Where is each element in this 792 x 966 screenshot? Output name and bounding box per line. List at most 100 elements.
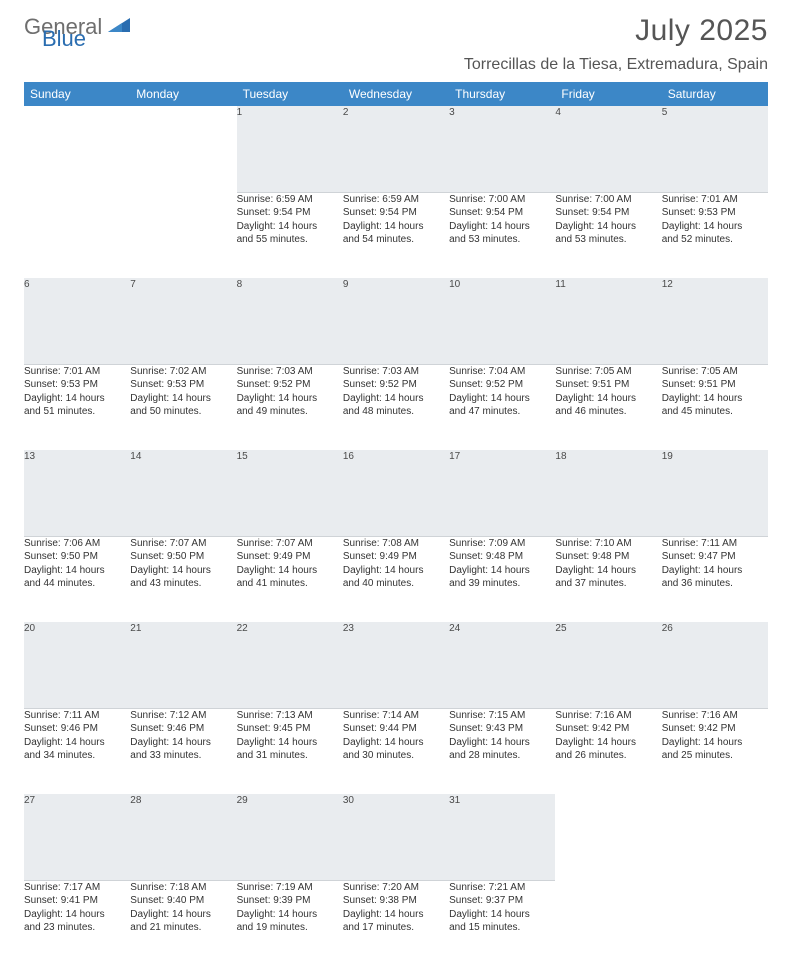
day-content-cell: Sunrise: 7:11 AMSunset: 9:46 PMDaylight:… <box>24 708 130 794</box>
day-day1: Daylight: 14 hours <box>449 908 555 922</box>
day-number-cell <box>130 106 236 192</box>
day-sunset: Sunset: 9:54 PM <box>555 206 661 220</box>
day-number-cell <box>555 794 661 880</box>
day-number-cell: 2 <box>343 106 449 192</box>
day-sunset: Sunset: 9:39 PM <box>237 894 343 908</box>
day-day1: Daylight: 14 hours <box>343 736 449 750</box>
day-day2: and 52 minutes. <box>662 233 768 247</box>
day-number-cell: 17 <box>449 450 555 536</box>
day-sunrise: Sunrise: 7:11 AM <box>662 537 768 551</box>
day-day2: and 40 minutes. <box>343 577 449 591</box>
day-day2: and 50 minutes. <box>130 405 236 419</box>
day-sunrise: Sunrise: 7:07 AM <box>237 537 343 551</box>
day-sunrise: Sunrise: 7:11 AM <box>24 709 130 723</box>
day-content-cell: Sunrise: 7:06 AMSunset: 9:50 PMDaylight:… <box>24 536 130 622</box>
day-day2: and 55 minutes. <box>237 233 343 247</box>
day-sunset: Sunset: 9:45 PM <box>237 722 343 736</box>
day-number-cell: 28 <box>130 794 236 880</box>
day-number-row: 2728293031 <box>24 794 768 880</box>
day-day1: Daylight: 14 hours <box>237 908 343 922</box>
day-day2: and 46 minutes. <box>555 405 661 419</box>
day-content-cell: Sunrise: 7:02 AMSunset: 9:53 PMDaylight:… <box>130 364 236 450</box>
day-number-cell: 14 <box>130 450 236 536</box>
day-sunrise: Sunrise: 7:15 AM <box>449 709 555 723</box>
day-number-cell: 26 <box>662 622 768 708</box>
day-day1: Daylight: 14 hours <box>24 908 130 922</box>
day-day2: and 17 minutes. <box>343 921 449 935</box>
day-content-cell: Sunrise: 7:13 AMSunset: 9:45 PMDaylight:… <box>237 708 343 794</box>
day-number-cell: 8 <box>237 278 343 364</box>
day-day2: and 23 minutes. <box>24 921 130 935</box>
day-day1: Daylight: 14 hours <box>662 392 768 406</box>
day-sunset: Sunset: 9:52 PM <box>343 378 449 392</box>
day-number-cell: 30 <box>343 794 449 880</box>
day-content-cell: Sunrise: 7:16 AMSunset: 9:42 PMDaylight:… <box>555 708 661 794</box>
day-content-cell: Sunrise: 7:12 AMSunset: 9:46 PMDaylight:… <box>130 708 236 794</box>
day-content-cell: Sunrise: 7:19 AMSunset: 9:39 PMDaylight:… <box>237 880 343 966</box>
day-sunrise: Sunrise: 7:02 AM <box>130 365 236 379</box>
day-sunset: Sunset: 9:48 PM <box>555 550 661 564</box>
weekday-header: Wednesday <box>343 82 449 106</box>
location-subtitle: Torrecillas de la Tiesa, Extremadura, Sp… <box>464 56 768 74</box>
weekday-header: Sunday <box>24 82 130 106</box>
day-number-cell: 31 <box>449 794 555 880</box>
day-sunset: Sunset: 9:50 PM <box>24 550 130 564</box>
day-day1: Daylight: 14 hours <box>449 392 555 406</box>
day-number-row: 13141516171819 <box>24 450 768 536</box>
day-day1: Daylight: 14 hours <box>555 564 661 578</box>
day-day2: and 31 minutes. <box>237 749 343 763</box>
day-day1: Daylight: 14 hours <box>130 908 236 922</box>
weekday-header: Thursday <box>449 82 555 106</box>
day-sunrise: Sunrise: 7:20 AM <box>343 881 449 895</box>
day-sunset: Sunset: 9:54 PM <box>237 206 343 220</box>
day-number-row: 20212223242526 <box>24 622 768 708</box>
day-day2: and 49 minutes. <box>237 405 343 419</box>
day-day1: Daylight: 14 hours <box>130 392 236 406</box>
day-content-cell: Sunrise: 7:05 AMSunset: 9:51 PMDaylight:… <box>662 364 768 450</box>
day-sunset: Sunset: 9:52 PM <box>449 378 555 392</box>
day-day1: Daylight: 14 hours <box>662 220 768 234</box>
day-day2: and 39 minutes. <box>449 577 555 591</box>
day-content-cell: Sunrise: 7:05 AMSunset: 9:51 PMDaylight:… <box>555 364 661 450</box>
page-title: July 2025 <box>464 14 768 48</box>
day-sunrise: Sunrise: 7:21 AM <box>449 881 555 895</box>
day-sunrise: Sunrise: 7:09 AM <box>449 537 555 551</box>
day-day1: Daylight: 14 hours <box>237 220 343 234</box>
day-sunset: Sunset: 9:42 PM <box>662 722 768 736</box>
day-day2: and 15 minutes. <box>449 921 555 935</box>
day-day2: and 45 minutes. <box>662 405 768 419</box>
day-day1: Daylight: 14 hours <box>343 908 449 922</box>
day-sunset: Sunset: 9:50 PM <box>130 550 236 564</box>
brand-word-2: Blue <box>42 26 86 51</box>
day-sunset: Sunset: 9:49 PM <box>343 550 449 564</box>
day-day1: Daylight: 14 hours <box>24 564 130 578</box>
day-sunset: Sunset: 9:54 PM <box>449 206 555 220</box>
weekday-header: Friday <box>555 82 661 106</box>
day-sunset: Sunset: 9:54 PM <box>343 206 449 220</box>
day-day2: and 30 minutes. <box>343 749 449 763</box>
day-sunset: Sunset: 9:47 PM <box>662 550 768 564</box>
day-day2: and 33 minutes. <box>130 749 236 763</box>
day-day2: and 48 minutes. <box>343 405 449 419</box>
day-sunrise: Sunrise: 7:17 AM <box>24 881 130 895</box>
weekday-header: Tuesday <box>237 82 343 106</box>
day-day2: and 43 minutes. <box>130 577 236 591</box>
day-number-cell: 22 <box>237 622 343 708</box>
day-number-cell: 15 <box>237 450 343 536</box>
day-number-cell: 4 <box>555 106 661 192</box>
day-sunset: Sunset: 9:43 PM <box>449 722 555 736</box>
day-content-cell: Sunrise: 7:01 AMSunset: 9:53 PMDaylight:… <box>662 192 768 278</box>
day-number-cell: 18 <box>555 450 661 536</box>
day-day1: Daylight: 14 hours <box>343 392 449 406</box>
day-sunset: Sunset: 9:37 PM <box>449 894 555 908</box>
title-block: July 2025 Torrecillas de la Tiesa, Extre… <box>464 14 768 74</box>
day-sunrise: Sunrise: 7:12 AM <box>130 709 236 723</box>
calendar-table: SundayMondayTuesdayWednesdayThursdayFrid… <box>24 82 768 966</box>
day-sunrise: Sunrise: 7:14 AM <box>343 709 449 723</box>
day-number-cell: 1 <box>237 106 343 192</box>
day-sunrise: Sunrise: 7:01 AM <box>662 193 768 207</box>
day-number-cell: 19 <box>662 450 768 536</box>
day-day1: Daylight: 14 hours <box>130 564 236 578</box>
brand-triangle-icon <box>108 18 130 32</box>
day-number-cell <box>662 794 768 880</box>
